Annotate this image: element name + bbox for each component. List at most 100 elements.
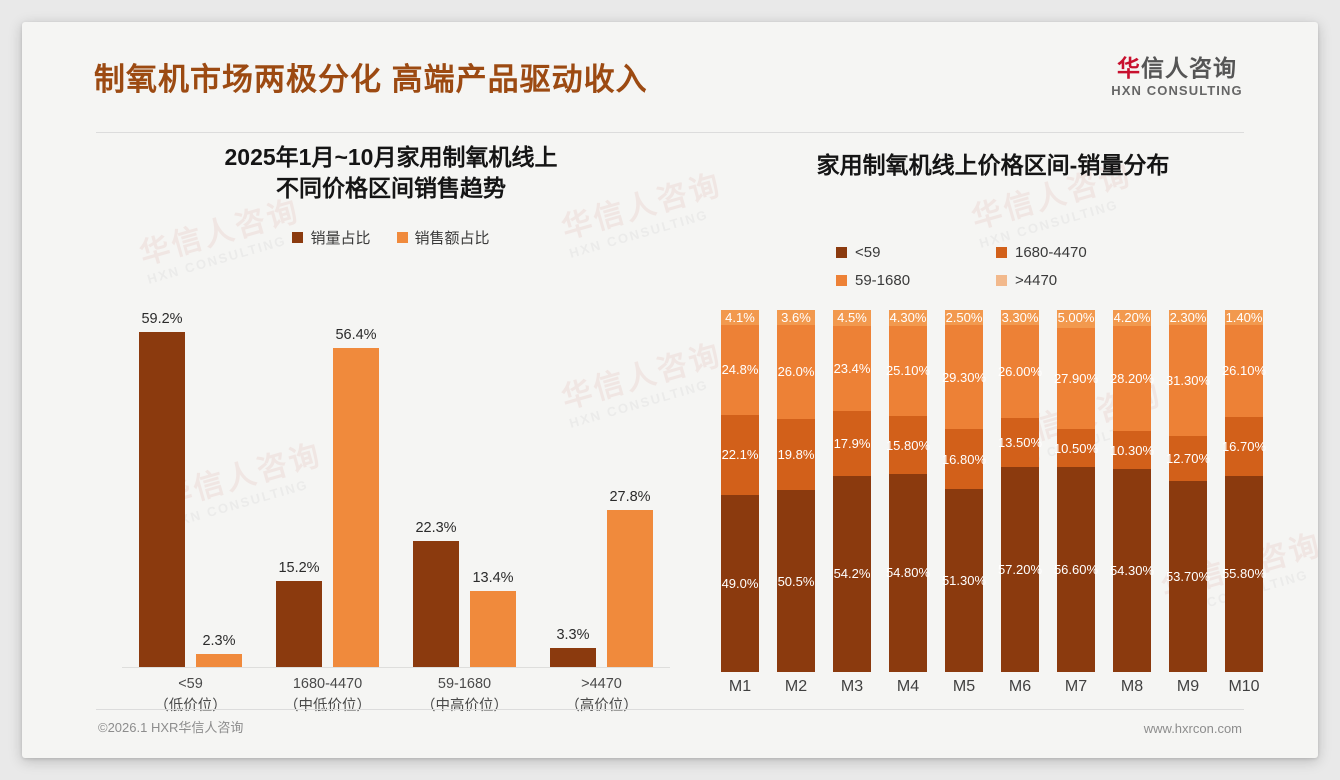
stacked-bar[interactable]: 2.30% 31.30% 12.70% 53.70% <box>1166 310 1210 672</box>
stacked-bar-segment[interactable]: 12.70% <box>1166 436 1210 482</box>
bar[interactable] <box>470 591 516 667</box>
left-chart-title-line1: 2025年1月~10月家用制氧机线上 <box>224 144 558 170</box>
stacked-bar-segment[interactable]: 23.4% <box>833 326 871 411</box>
stacked-bar[interactable]: 3.30% 26.00% 13.50% 57.20% <box>998 310 1042 672</box>
stacked-bar-segment[interactable]: 4.30% <box>889 310 927 326</box>
right-legend-item[interactable]: <59 <box>836 244 996 261</box>
x-tick-secondary: （低价位） <box>154 697 227 714</box>
right-legend-item[interactable]: 1680-4470 <box>996 244 1156 261</box>
bar[interactable] <box>276 580 322 667</box>
stacked-bar-segment[interactable]: 57.20% <box>998 466 1042 672</box>
stacked-bar-segment[interactable]: 31.30% <box>1166 325 1210 437</box>
stacked-bar-segment[interactable]: 16.80% <box>942 429 986 490</box>
right-legend-item[interactable]: 59-1680 <box>836 272 996 289</box>
bar[interactable] <box>550 648 596 667</box>
stacked-bar-segment[interactable]: 2.30% <box>1169 310 1207 325</box>
footer-copyright: ©2026.1 HXR华信人咨询 <box>98 720 244 735</box>
x-tick-label: M6 <box>1008 678 1032 695</box>
stacked-bar-segment[interactable]: 4.5% <box>833 310 871 327</box>
stacked-bar-segment[interactable]: 53.70% <box>1166 481 1210 672</box>
legend-label: 销量占比 <box>310 229 371 247</box>
stacked-bar-segment[interactable]: 29.30% <box>942 325 986 430</box>
stacked-bar-segment[interactable]: 4.20% <box>1113 310 1151 326</box>
stacked-bar-segment[interactable]: 51.30% <box>942 489 986 673</box>
stacked-bar-segment[interactable]: 27.90% <box>1054 328 1098 430</box>
stacked-bar-segment[interactable]: 4.1% <box>721 310 759 325</box>
stacked-bar-segment[interactable]: 26.10% <box>1222 325 1266 417</box>
x-tick-label: M7 <box>1064 678 1088 695</box>
bar-column: 3.3% <box>550 316 596 667</box>
legend-swatch-icon <box>996 275 1007 286</box>
stacked-bar-segment[interactable]: 3.6% <box>777 310 815 325</box>
x-tick-label: 59-1680 （中高价位） <box>396 674 533 718</box>
slide-canvas: 制氧机市场两极分化 高端产品驱动收入 华信人咨询 HXN CONSULTING … <box>22 22 1318 758</box>
stacked-bar-segment[interactable]: 56.60% <box>1054 467 1098 672</box>
stacked-bar-segment[interactable]: 13.50% <box>998 418 1042 467</box>
stacked-bar-segment[interactable]: 50.5% <box>777 490 815 672</box>
stacked-bar-segment[interactable]: 26.00% <box>998 325 1042 419</box>
stacked-bar-segment[interactable]: 10.50% <box>1054 429 1098 468</box>
left-chart-title-line2: 不同价格区间销售趋势 <box>276 175 506 202</box>
bar-column: 13.4% <box>470 316 516 667</box>
stacked-bar-segment[interactable]: 54.80% <box>886 473 930 672</box>
stacked-bar[interactable]: 4.1% 24.8% 22.1% 49.0% <box>721 310 759 672</box>
stacked-bar-segment[interactable]: 19.8% <box>777 418 815 491</box>
stacked-bar-segment[interactable]: 2.50% <box>945 310 983 325</box>
right-chart-legend: <59 1680-4470 59-1680 >4470 <box>836 244 1196 289</box>
stacked-bar-segment[interactable]: 54.30% <box>1110 469 1154 672</box>
x-tick-label: M8 <box>1120 678 1144 695</box>
left-legend-item[interactable]: 销量占比 <box>292 227 371 248</box>
footer-divider <box>96 709 1244 710</box>
stacked-bar[interactable]: 5.00% 27.90% 10.50% 56.60% <box>1054 310 1098 672</box>
stacked-bar-column: 1.40% 26.10% 16.70% 55.80% <box>1216 310 1272 672</box>
stacked-bar-segment[interactable]: 49.0% <box>721 494 759 672</box>
stacked-bar-segment[interactable]: 1.40% <box>1225 310 1263 325</box>
x-tick-secondary: （中高价位） <box>421 697 508 714</box>
bar-column: 22.3% <box>413 316 459 667</box>
x-tick-primary: <59 <box>178 676 203 692</box>
stacked-bar-segment[interactable]: 17.9% <box>833 411 871 476</box>
bar[interactable] <box>139 331 185 667</box>
stacked-bar-segment[interactable]: 24.8% <box>721 325 759 415</box>
stacked-bar-segment[interactable]: 55.80% <box>1222 475 1266 672</box>
bar[interactable] <box>333 347 379 667</box>
stacked-bar-segment[interactable]: 26.0% <box>777 325 815 419</box>
stacked-bar[interactable]: 2.50% 29.30% 16.80% 51.30% <box>942 310 986 673</box>
bar[interactable] <box>413 540 459 667</box>
stacked-bar[interactable]: 4.20% 28.20% 10.30% 54.30% <box>1110 310 1154 672</box>
stacked-bar-column: 2.50% 29.30% 16.80% 51.30% <box>936 310 992 673</box>
bar-group: 59.2% 2.3% <box>122 311 259 667</box>
bar[interactable] <box>607 509 653 667</box>
stacked-bar[interactable]: 1.40% 26.10% 16.70% 55.80% <box>1222 310 1266 672</box>
stacked-bar-column: 3.30% 26.00% 13.50% 57.20% <box>992 310 1048 672</box>
x-tick-label: >4470 （高价位） <box>533 674 670 718</box>
stacked-bar[interactable]: 4.5% 23.4% 17.9% 54.2% <box>833 310 871 672</box>
x-tick-label: M9 <box>1176 678 1200 695</box>
bar-group: 15.2% 56.4% <box>259 316 396 667</box>
bar-group: 3.3% 27.8% <box>533 316 670 667</box>
stacked-bar-segment[interactable]: 28.20% <box>1110 325 1154 431</box>
stacked-bar[interactable]: 3.6% 26.0% 19.8% 50.5% <box>777 310 815 672</box>
legend-swatch-icon <box>396 231 408 243</box>
stacked-bar-segment[interactable]: 3.30% <box>1001 310 1039 325</box>
stacked-bar-segment[interactable]: 5.00% <box>1057 310 1095 329</box>
company-logo: 华信人咨询 HXN CONSULTING <box>1092 56 1262 98</box>
stacked-bar-segment[interactable]: 16.70% <box>1222 416 1266 476</box>
left-chart-legend: 销量占比 销售额占比 <box>86 227 696 248</box>
left-legend-item[interactable]: 销售额占比 <box>396 227 490 248</box>
stacked-bar-segment[interactable]: 10.30% <box>1110 430 1154 470</box>
bar[interactable] <box>196 653 242 667</box>
stacked-bar-column: 3.6% 26.0% 19.8% 50.5% <box>768 310 824 672</box>
stacked-bar-segment[interactable]: 22.1% <box>721 414 759 495</box>
stacked-bar-column: 4.1% 24.8% 22.1% 49.0% <box>712 310 768 672</box>
header-divider <box>96 132 1244 133</box>
x-tick-label: M10 <box>1228 678 1260 695</box>
right-legend-item[interactable]: >4470 <box>996 272 1156 289</box>
x-tick-label: M1 <box>728 678 752 695</box>
stacked-bar[interactable]: 4.30% 25.10% 15.80% 54.80% <box>886 310 930 672</box>
logo-english-text: HXN CONSULTING <box>1111 83 1243 99</box>
stacked-bar-segment[interactable]: 54.2% <box>833 475 871 672</box>
stacked-bar-segment[interactable]: 15.80% <box>886 416 930 474</box>
x-tick-secondary: （中低价位） <box>284 697 371 714</box>
stacked-bar-segment[interactable]: 25.10% <box>886 325 930 417</box>
